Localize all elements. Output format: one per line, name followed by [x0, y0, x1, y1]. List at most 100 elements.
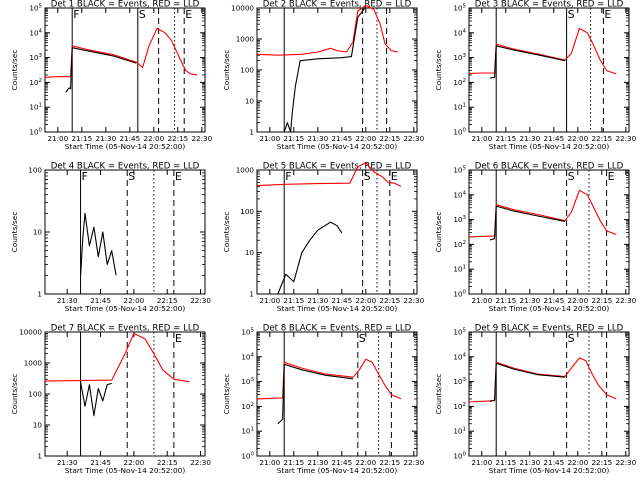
x-tick-label: 21:45 — [543, 134, 564, 143]
y-tick-label: 1000 — [24, 359, 43, 368]
y-tick-label: 102 — [29, 78, 42, 87]
x-axis-label: Start Time (05-Nov-14 20:52:00) — [277, 304, 398, 313]
y-tick-label: 102 — [453, 240, 466, 249]
series-line-2 — [489, 362, 566, 402]
x-tick-label: 22:30 — [403, 296, 424, 305]
x-tick-label: 21:15 — [495, 296, 516, 305]
y-axis-label: Counts/sec — [222, 212, 231, 253]
plot-frame — [256, 7, 418, 133]
x-tick-label: 21:15 — [71, 134, 92, 143]
x-tick-label: 21:30 — [57, 458, 78, 467]
panel-title: Det 1 BLACK = Events, RED = LLD — [51, 0, 200, 10]
panel-title: Det 7 BLACK = Events, RED = LLD — [51, 324, 200, 334]
panel-title: Det 3 BLACK = Events, RED = LLD — [475, 0, 624, 10]
x-tick-label: 21:30 — [95, 134, 116, 143]
x-axis-label: Start Time (05-Nov-14 20:52:00) — [489, 466, 610, 475]
x-axis-label: Start Time (05-Nov-14 20:52:00) — [277, 466, 398, 475]
detector-panel-2: Det 2 BLACK = Events, RED = LLD 1 10 100 100… — [222, 0, 425, 151]
x-tick-label: 22:15 — [591, 296, 612, 305]
x-tick-label: 22:30 — [403, 458, 424, 467]
y-tick-label: 100 — [453, 452, 466, 461]
x-tick-label: 21:00 — [471, 134, 492, 143]
series-line-2 — [283, 6, 367, 133]
x-tick-label: 21:30 — [307, 296, 328, 305]
y-tick-label: 10 — [33, 228, 43, 237]
x-tick-label: 21:30 — [519, 296, 540, 305]
x-tick-label: 21:45 — [331, 134, 352, 143]
time-marker-label: S — [568, 170, 575, 183]
x-tick-label: 22:00 — [143, 134, 164, 143]
panel-title: Det 9 BLACK = Events, RED = LLD — [475, 324, 624, 334]
y-tick-label: 101 — [241, 427, 254, 436]
y-tick-label: 100 — [241, 452, 254, 461]
y-tick-label: 101 — [453, 103, 466, 112]
panel-title: Det 5 BLACK = Events, RED = LLD — [263, 162, 412, 172]
series-line-2 — [489, 205, 566, 241]
x-tick-label: 22:15 — [167, 134, 188, 143]
time-marker-label: S — [364, 170, 371, 183]
series-line-1 — [256, 4, 398, 56]
x-tick-label: 22:00 — [124, 458, 145, 467]
detector-panel-7: Det 7 BLACK = Events, RED = LLD 1 10 100 100… — [10, 324, 211, 476]
plot-frame — [468, 7, 630, 133]
x-tick-label: 22:30 — [615, 134, 636, 143]
plot-frame — [256, 331, 418, 457]
x-tick-label: 22:15 — [591, 458, 612, 467]
x-axis-label: Start Time (05-Nov-14 20:52:00) — [489, 142, 610, 151]
x-tick-label: 21:45 — [331, 296, 352, 305]
y-axis-label: Counts/sec — [222, 50, 231, 91]
plot-frame — [256, 169, 418, 295]
x-tick-label: 21:00 — [471, 458, 492, 467]
y-tick-label: 100 — [29, 128, 42, 137]
y-tick-label: 100 — [453, 128, 466, 137]
y-tick-label: 103 — [453, 53, 466, 62]
detector-panel-1: Det 1 BLACK = Events, RED = LLD 100 101 102… — [10, 0, 213, 151]
y-tick-label: 10 — [245, 97, 255, 106]
detector-panel-9: Det 9 BLACK = Events, RED = LLD 100 101 102… — [434, 324, 637, 476]
time-marker-label: E — [175, 332, 182, 345]
plot-frame — [44, 169, 206, 295]
y-tick-label: 1 — [249, 290, 254, 299]
y-tick-label: 100 — [28, 390, 42, 399]
y-tick-label: 103 — [241, 377, 254, 386]
time-marker-label: F — [73, 8, 79, 21]
x-tick-label: 22:15 — [157, 458, 178, 467]
y-tick-label: 10 — [245, 248, 255, 257]
x-tick-label: 21:45 — [90, 296, 111, 305]
series-line-1 — [44, 332, 190, 383]
plot-frame — [468, 331, 630, 457]
x-tick-label: 21:00 — [47, 134, 68, 143]
plot-frame — [44, 331, 206, 457]
x-tick-label: 21:15 — [283, 458, 304, 467]
y-tick-label: 105 — [241, 328, 254, 337]
x-axis-label: Start Time (05-Nov-14 20:52:00) — [489, 304, 610, 313]
y-tick-label: 102 — [241, 402, 254, 411]
y-tick-label: 100 — [240, 207, 254, 216]
detector-panel-4: Det 4 BLACK = Events, RED = LLD 1 10 100 21:… — [10, 162, 211, 314]
x-tick-label: 21:00 — [259, 134, 280, 143]
y-tick-label: 1 — [249, 128, 254, 137]
detector-panel-6: Det 6 BLACK = Events, RED = LLD 100 101 102… — [434, 162, 637, 314]
x-tick-label: 21:00 — [259, 296, 280, 305]
series-line-2 — [80, 382, 112, 417]
time-marker-label: S — [128, 170, 135, 183]
time-marker-label: S — [139, 8, 146, 21]
y-tick-label: 1000 — [236, 166, 255, 175]
series-line-1 — [468, 357, 617, 403]
x-tick-label: 21:45 — [331, 458, 352, 467]
y-tick-label: 101 — [453, 427, 466, 436]
y-tick-label: 10 — [33, 421, 43, 430]
x-tick-label: 21:15 — [283, 134, 304, 143]
x-tick-label: 21:30 — [519, 458, 540, 467]
x-tick-label: 22:00 — [567, 458, 588, 467]
x-tick-label: 22:00 — [355, 296, 376, 305]
panel-title: Det 8 BLACK = Events, RED = LLD — [263, 324, 412, 334]
y-axis-label: Counts/sec — [10, 50, 19, 91]
time-marker-label: E — [175, 170, 182, 183]
x-tick-label: 22:15 — [379, 458, 400, 467]
series-line-1 — [256, 358, 402, 400]
time-marker-label: F — [285, 170, 291, 183]
series-line-2 — [277, 221, 343, 295]
y-tick-label: 105 — [453, 4, 466, 13]
x-axis-label: Start Time (05-Nov-14 20:52:00) — [65, 142, 186, 151]
